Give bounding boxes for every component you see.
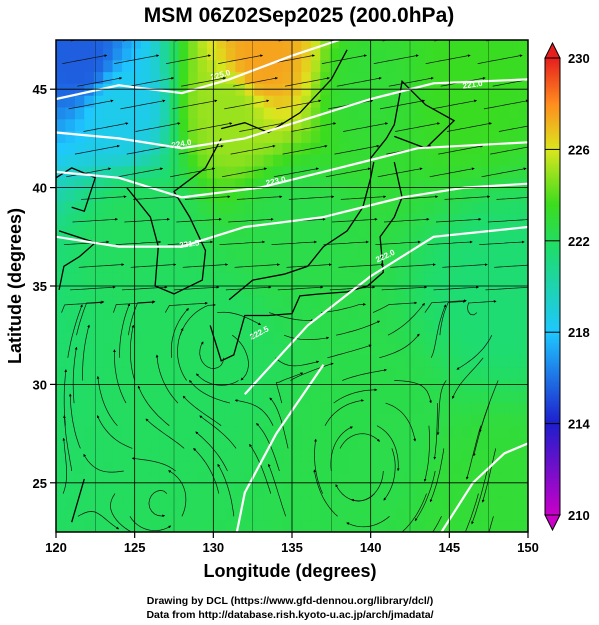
y-axis-label: Latitude (degrees) bbox=[5, 208, 25, 364]
y-axis-ticks: 25 30 35 40 45 bbox=[33, 82, 56, 491]
y-tick-label: 45 bbox=[33, 82, 47, 97]
colorbar-tick-label: 226 bbox=[568, 142, 590, 157]
x-tick-label: 140 bbox=[360, 540, 382, 555]
y-tick-label: 35 bbox=[33, 279, 47, 294]
temperature-field bbox=[56, 40, 528, 532]
credit-line-2: Data from http://database.rish.kyoto-u.a… bbox=[146, 609, 433, 621]
colorbar-top-extend bbox=[544, 41, 561, 59]
y-tick-label: 25 bbox=[33, 476, 47, 491]
x-tick-label: 125 bbox=[124, 540, 146, 555]
contour-label: 223.0 bbox=[265, 175, 287, 188]
colorbar-tick-label: 218 bbox=[568, 325, 590, 340]
colorbar-body bbox=[544, 57, 561, 516]
colorbar-tick-label: 210 bbox=[568, 508, 590, 523]
colorbar-tick-label: 214 bbox=[568, 417, 590, 432]
contour-label: 224.0 bbox=[171, 138, 193, 150]
colorbar-tick-label: 222 bbox=[568, 234, 590, 249]
x-tick-label: 145 bbox=[438, 540, 460, 555]
contour-label: 221.5 bbox=[179, 238, 201, 250]
streamlines bbox=[61, 40, 528, 532]
colorbar-bottom-extend bbox=[544, 514, 561, 532]
chart-title: MSM 06Z02Sep2025 (200.0hPa) bbox=[144, 4, 455, 27]
x-axis-label: Longitude (degrees) bbox=[203, 561, 376, 581]
x-axis-ticks: 120 125 130 135 140 145 150 bbox=[45, 532, 539, 555]
contour-label: 221.0 bbox=[462, 79, 484, 91]
x-tick-label: 120 bbox=[45, 540, 67, 555]
colorbar: 210 214 218 222 226 230 bbox=[544, 41, 590, 532]
x-tick-label: 150 bbox=[517, 540, 539, 555]
colorbar-tick-label: 230 bbox=[568, 51, 590, 66]
x-tick-label: 135 bbox=[281, 540, 303, 555]
x-tick-label: 130 bbox=[202, 540, 224, 555]
y-tick-label: 40 bbox=[33, 181, 47, 196]
credit-line-1: Drawing by DCL (https://www.gfd-dennou.o… bbox=[147, 595, 433, 607]
y-tick-label: 30 bbox=[33, 377, 47, 392]
colorbar-ticks: 210 214 218 222 226 230 bbox=[545, 51, 590, 523]
